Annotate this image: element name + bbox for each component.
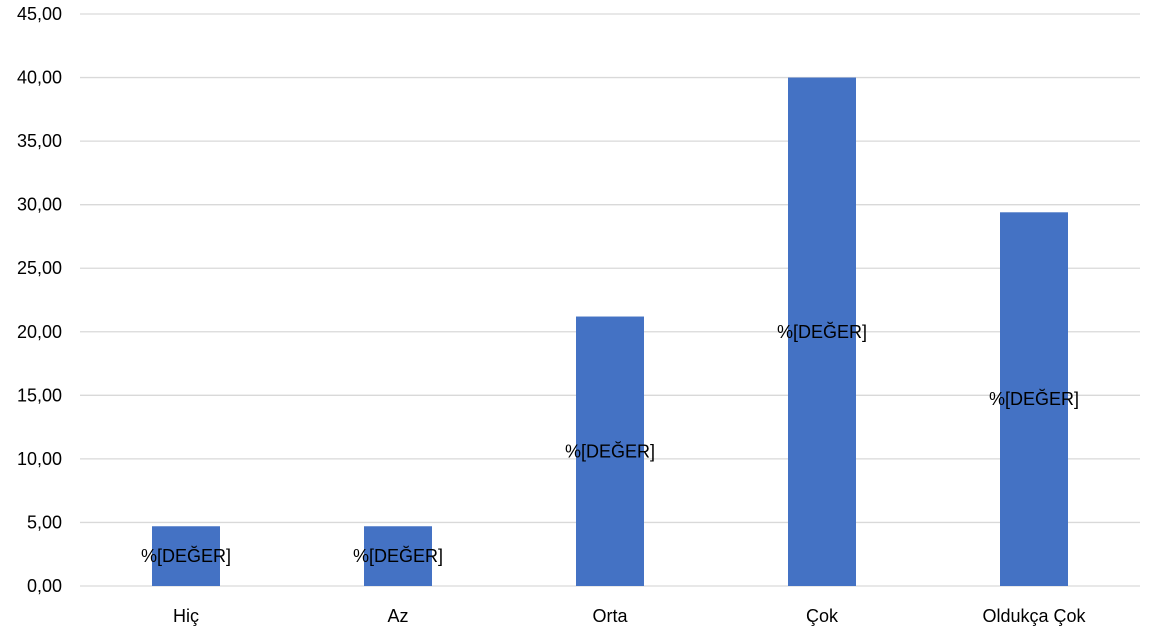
bar (364, 526, 432, 586)
y-tick-label: 30,00 (17, 195, 62, 215)
y-tick-label: 0,00 (27, 576, 62, 596)
x-category-label: Çok (806, 606, 839, 626)
y-tick-label: 45,00 (17, 4, 62, 24)
y-tick-label: 15,00 (17, 385, 62, 405)
y-tick-label: 20,00 (17, 322, 62, 342)
x-category-label: Hiç (173, 606, 199, 626)
bar (1000, 212, 1068, 586)
data-label: %[DEĞER] (777, 321, 867, 342)
x-axis-categories: Hiç Az Orta Çok Oldukça Çok (173, 606, 1087, 626)
bar (152, 526, 220, 586)
y-tick-label: 25,00 (17, 258, 62, 278)
data-label: %[DEĞER] (565, 440, 655, 461)
y-tick-label: 5,00 (27, 512, 62, 532)
y-axis-ticks: 0,00 5,00 10,00 15,00 20,00 25,00 30,00 35,00 40… (17, 4, 62, 596)
bar (576, 316, 644, 586)
data-label: %[DEĞER] (353, 545, 443, 566)
data-label: %[DEĞER] (989, 388, 1079, 409)
y-tick-label: 10,00 (17, 449, 62, 469)
x-category-label: Orta (592, 606, 628, 626)
bars (152, 77, 1068, 587)
x-category-label: Oldukça Çok (982, 606, 1086, 626)
data-labels: %[DEĞER] %[DEĞER] %[DEĞER] %[DEĞER] %[DEĞER] (141, 321, 1079, 566)
data-label: %[DEĞER] (141, 545, 231, 566)
y-tick-label: 40,00 (17, 68, 62, 88)
bar (788, 77, 856, 587)
y-tick-label: 35,00 (17, 131, 62, 151)
x-category-label: Az (387, 606, 408, 626)
